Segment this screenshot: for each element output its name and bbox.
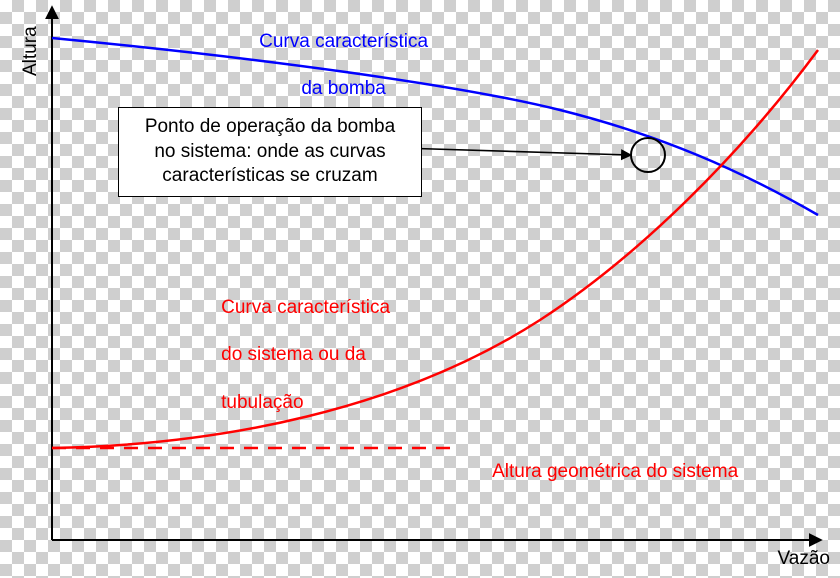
callout-line2: no sistema: onde as curvas xyxy=(154,141,385,162)
pump-curve-label-line2: da bomba xyxy=(301,78,386,99)
y-axis-label: Altura xyxy=(20,26,42,76)
system-curve-label-line2: do sistema ou da xyxy=(221,344,366,365)
y-axis-label-text: Altura xyxy=(20,26,41,76)
x-axis-label-text: Vazão xyxy=(778,548,830,569)
operating-point-callout: Ponto de operação da bomba no sistema: o… xyxy=(118,107,422,197)
callout-line3: características se cruzam xyxy=(162,165,377,186)
system-curve-label-line3: tubulação xyxy=(221,392,303,413)
static-head-label-text: Altura geométrica do sistema xyxy=(492,461,738,482)
callout-arrow xyxy=(400,148,630,155)
system-curve-label-line1: Curva característica xyxy=(221,297,390,318)
pump-curve-label-line1: Curva característica xyxy=(259,31,428,52)
system-curve-label: Curva característica do sistema ou da tu… xyxy=(200,272,390,438)
x-axis-label: Vazão xyxy=(778,548,830,570)
callout-line1: Ponto de operação da bomba xyxy=(145,116,395,137)
operating-point-circle xyxy=(631,138,665,172)
static-head-label: Altura geométrica do sistema xyxy=(472,436,738,507)
diagram-canvas: Altura Vazão Curva característica da bom… xyxy=(0,0,840,578)
